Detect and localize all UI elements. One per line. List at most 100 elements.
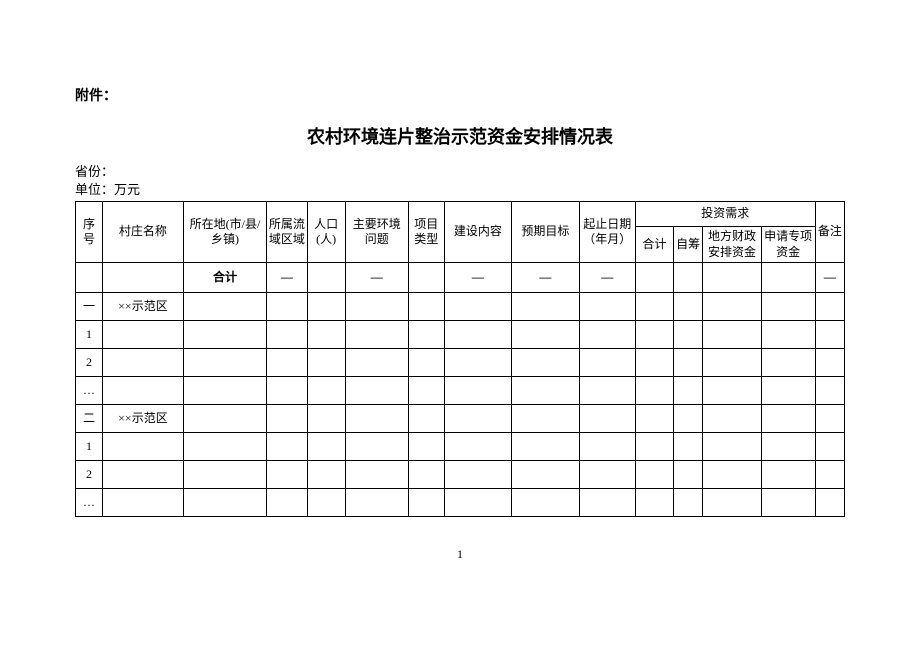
table-cell [635,461,673,489]
table-cell [635,293,673,321]
table-cell [761,433,815,461]
col-subheader-local_fund: 地方财政安排资金 [703,226,761,262]
table-cell [761,293,815,321]
table-cell [444,349,511,377]
col-subheader-total: 合计 [635,226,673,262]
table-cell [512,349,579,377]
page-number: 1 [75,547,845,562]
table-cell [674,349,703,377]
table-cell [579,489,635,517]
table-cell [674,321,703,349]
table-cell [579,461,635,489]
table-cell [345,461,408,489]
sum-cell [635,263,673,293]
table-cell: 二 [76,405,103,433]
table-cell [183,377,266,405]
col-header-location: 所在地(市/县/乡镇) [183,202,266,263]
province-label: 省份： [75,163,845,181]
table-cell [815,321,844,349]
table-cell [703,349,761,377]
sum-row: 合计—————— [76,263,845,293]
table-cell [408,405,444,433]
sum-cell: — [267,263,307,293]
table-cell [444,489,511,517]
funding-table: 序号村庄名称所在地(市/县/乡镇)所属流域区域人口(人)主要环境问题项目类型建设… [75,201,845,517]
table-cell [267,349,307,377]
table-cell [408,433,444,461]
unit-label: 单位：万元 [75,181,845,199]
table-cell [512,321,579,349]
table-cell [102,489,183,517]
table-cell [183,293,266,321]
table-cell [579,349,635,377]
table-cell [674,405,703,433]
sum-cell: 合计 [183,263,266,293]
table-cell [512,489,579,517]
table-cell [674,433,703,461]
col-header-village: 村庄名称 [102,202,183,263]
table-cell [815,433,844,461]
table-cell [635,377,673,405]
table-cell [307,405,345,433]
table-cell [267,321,307,349]
table-cell [267,489,307,517]
table-cell [307,349,345,377]
table-cell [267,405,307,433]
table-cell [761,377,815,405]
table-cell [183,461,266,489]
table-cell [307,489,345,517]
col-header-basin: 所属流域区域 [267,202,307,263]
table-cell [579,433,635,461]
sum-cell [102,263,183,293]
table-cell [703,489,761,517]
table-cell [102,321,183,349]
table-cell [183,321,266,349]
table-cell [635,321,673,349]
table-cell [183,349,266,377]
table-cell [635,405,673,433]
table-cell [345,321,408,349]
sum-cell [703,263,761,293]
col-header-proj_type: 项目类型 [408,202,444,263]
table-cell [703,405,761,433]
sum-cell: — [512,263,579,293]
table-cell [579,377,635,405]
table-cell [345,433,408,461]
table-cell [703,321,761,349]
table-row: 一××示范区 [76,293,845,321]
col-header-content: 建设内容 [444,202,511,263]
sum-cell: — [579,263,635,293]
table-cell [703,293,761,321]
table-cell [102,377,183,405]
col-header-invest_group: 投资需求 [635,202,815,227]
table-cell [703,433,761,461]
table-cell: 1 [76,321,103,349]
col-header-target: 预期目标 [512,202,579,263]
table-cell: … [76,489,103,517]
page-title: 农村环境连片整治示范资金安排情况表 [75,123,845,149]
table-cell [183,489,266,517]
table-cell [267,293,307,321]
table-cell [761,321,815,349]
table-cell [444,321,511,349]
table-cell: 2 [76,461,103,489]
table-cell [579,321,635,349]
sum-cell: — [444,263,511,293]
table-cell [444,377,511,405]
table-cell [345,293,408,321]
table-cell [579,405,635,433]
table-cell [815,489,844,517]
table-cell [102,461,183,489]
table-cell [761,349,815,377]
table-cell [307,433,345,461]
table-cell [674,461,703,489]
table-cell [267,377,307,405]
table-cell [512,293,579,321]
table-cell [512,405,579,433]
table-cell [408,377,444,405]
col-header-note: 备注 [815,202,844,263]
table-cell: ××示范区 [102,405,183,433]
table-cell [345,489,408,517]
table-row: … [76,489,845,517]
table-cell [815,405,844,433]
